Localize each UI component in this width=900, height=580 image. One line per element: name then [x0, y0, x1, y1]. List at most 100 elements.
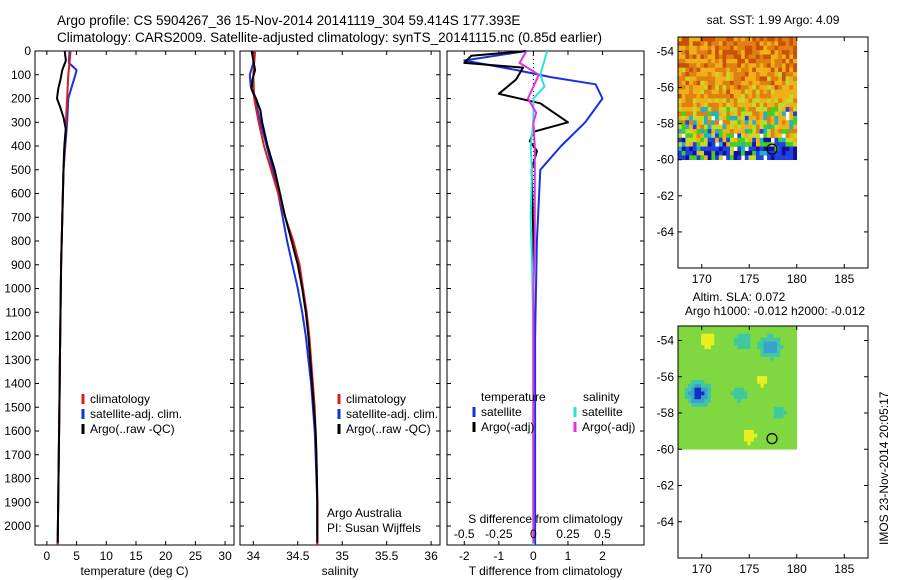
- sla-cell: [697, 345, 702, 350]
- sla-cell: [734, 360, 738, 365]
- sla-cell: [678, 406, 682, 412]
- sst-cell: [689, 120, 694, 125]
- sst-cell: [696, 142, 701, 147]
- sla-cell: [681, 329, 685, 334]
- sst-cell: [696, 80, 701, 86]
- sst-cell: [726, 142, 731, 147]
- sla-cell: [773, 372, 778, 377]
- sst-cell: [703, 155, 708, 161]
- sla-cell: [763, 360, 768, 365]
- sla-cell: [694, 410, 699, 415]
- sla-cell: [678, 387, 682, 392]
- sla-cell: [790, 349, 794, 354]
- sla-cell: [757, 387, 761, 392]
- sst-cell: [755, 98, 760, 104]
- sla-cell: [767, 368, 771, 373]
- sla-cell: [691, 333, 695, 338]
- sst-cell: [752, 72, 757, 77]
- sla-cell: [704, 379, 708, 385]
- sla-cell: [786, 406, 791, 412]
- sla-cell: [691, 372, 695, 377]
- sla-cell: [760, 333, 765, 338]
- sst-cell: [718, 93, 723, 99]
- sst-cell: [778, 120, 783, 125]
- sst-cell: [711, 137, 716, 143]
- sla-cell: [720, 333, 725, 338]
- sst-cell: [733, 72, 738, 77]
- sst-cell: [741, 107, 746, 112]
- sla-cell: [727, 437, 732, 442]
- sla-cell: [760, 418, 765, 423]
- sla-cell: [793, 406, 798, 412]
- sla-cell: [684, 426, 689, 431]
- x-tick-label: -1: [494, 549, 505, 563]
- sla-cell: [770, 329, 774, 334]
- sla-cell: [767, 433, 771, 438]
- sla-cell: [701, 349, 705, 354]
- sst-cell: [774, 85, 779, 90]
- sla-cell: [717, 403, 722, 408]
- sla-cell: [763, 391, 768, 396]
- sla-cell: [773, 349, 778, 354]
- sla-cell: [763, 333, 768, 338]
- sst-cell: [770, 41, 775, 47]
- sst-cell: [778, 142, 783, 147]
- sla-cell: [720, 403, 725, 408]
- sla-cell: [707, 410, 712, 415]
- sst-cell: [703, 133, 708, 139]
- sla-cell: [783, 341, 788, 346]
- sst-cell: [678, 155, 683, 161]
- sla-cell: [770, 368, 774, 373]
- sla-cell: [763, 445, 768, 450]
- sla-cell: [727, 326, 732, 331]
- argo-position-marker: [766, 433, 778, 445]
- sla-cell: [763, 376, 768, 381]
- sst-cell: [700, 93, 705, 99]
- sla-cell: [780, 341, 784, 346]
- sla-cell: [753, 414, 758, 419]
- sla-cell: [783, 387, 788, 392]
- sst-cell: [755, 85, 760, 90]
- sla-cell: [763, 422, 768, 427]
- sst-cell: [718, 63, 723, 68]
- sst-cell: [733, 150, 738, 156]
- sst-cell: [692, 120, 697, 125]
- sla-cell: [783, 337, 788, 342]
- sst-cell: [678, 124, 683, 130]
- sla-cell: [743, 406, 748, 412]
- sst-cell: [793, 93, 798, 99]
- sla-cell: [740, 379, 745, 385]
- sst-cell: [778, 146, 783, 152]
- sla-cell: [760, 356, 765, 361]
- sst-cell: [774, 129, 779, 134]
- sla-cell: [776, 414, 781, 419]
- sst-cell: [685, 76, 690, 82]
- sla-cell: [737, 433, 741, 438]
- sla-cell: [760, 437, 765, 442]
- sla-cell: [704, 368, 708, 373]
- sst-cell: [774, 150, 779, 156]
- sla-cell: [760, 360, 765, 365]
- sla-cell: [747, 399, 751, 404]
- sla-cell: [760, 379, 765, 385]
- sla-cell: [678, 445, 682, 450]
- sla-cell: [753, 360, 758, 365]
- sst-cell: [759, 120, 764, 125]
- sla-cell: [724, 445, 728, 450]
- sst-cell: [733, 102, 738, 108]
- sst-cell: [770, 133, 775, 139]
- sla-cell: [740, 395, 745, 400]
- sla-cell: [783, 441, 788, 446]
- sst-cell: [707, 102, 712, 108]
- sst-cell: [678, 115, 683, 121]
- sst-cell: [789, 102, 794, 108]
- sla-cell: [786, 376, 791, 381]
- sla-cell: [760, 349, 765, 354]
- sst-cell: [722, 41, 727, 47]
- sla-cell: [720, 341, 725, 346]
- sst-cell: [729, 98, 734, 104]
- sst-cell: [700, 98, 705, 104]
- sla-cell: [724, 429, 728, 435]
- sla-cell: [730, 391, 735, 396]
- sst-cell: [759, 150, 764, 156]
